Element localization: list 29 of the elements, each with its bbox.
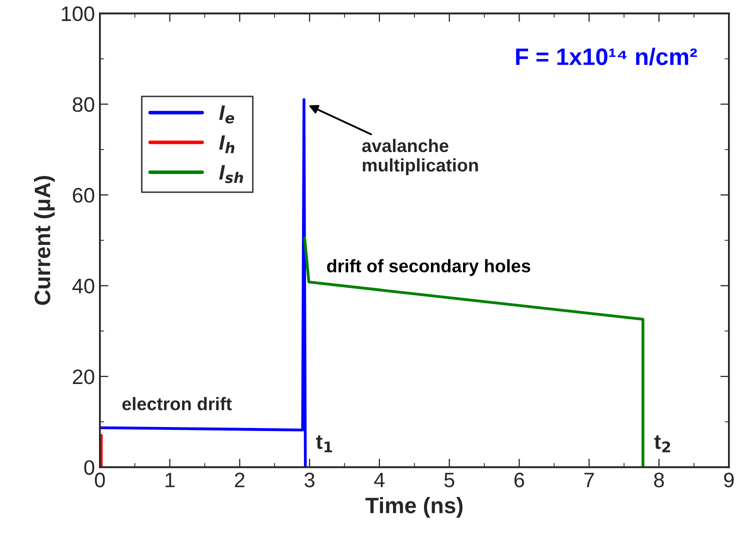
annotation: F = 1x10¹⁴ n/cm² (516, 48, 697, 66)
x-tick-label: 5 (444, 472, 454, 488)
y-tick-label: 60 (72, 188, 94, 203)
x-tick-label: 4 (374, 472, 385, 488)
y-tick-label: 80 (72, 97, 94, 112)
annotation: avalanche multiplication (362, 138, 478, 176)
y-axis-title: Current (μA) (34, 176, 55, 305)
x-tick-label: 2 (234, 472, 244, 488)
annotation: drift of secondary holes (327, 259, 530, 276)
y-tick-label: 0 (84, 460, 94, 475)
y-tick-label: 20 (72, 369, 94, 384)
legend-label: I$_{sh}$ (219, 165, 244, 184)
line-series (100, 98, 307, 468)
x-axis-title: Time (ns) (365, 497, 462, 518)
y-tick-label: 100 (62, 6, 94, 22)
legend-label: I$_{h}$ (219, 135, 234, 154)
annotation: t$_{1}$ (316, 435, 332, 452)
annotation: electron drift (122, 397, 232, 410)
x-tick-label: 1 (166, 472, 175, 488)
line-series (303, 236, 644, 468)
x-tick-label: 3 (304, 472, 314, 488)
x-tick-label: 7 (584, 472, 594, 488)
x-tick-label: 0 (94, 472, 105, 488)
x-tick-label: 9 (724, 472, 734, 488)
legend-label: I$_{e}$ (219, 106, 234, 124)
y-tick-label: 40 (72, 278, 94, 294)
annotation: t$_{2}$ (654, 435, 670, 452)
x-tick-label: 6 (514, 472, 524, 488)
x-tick-label: 8 (654, 472, 664, 488)
